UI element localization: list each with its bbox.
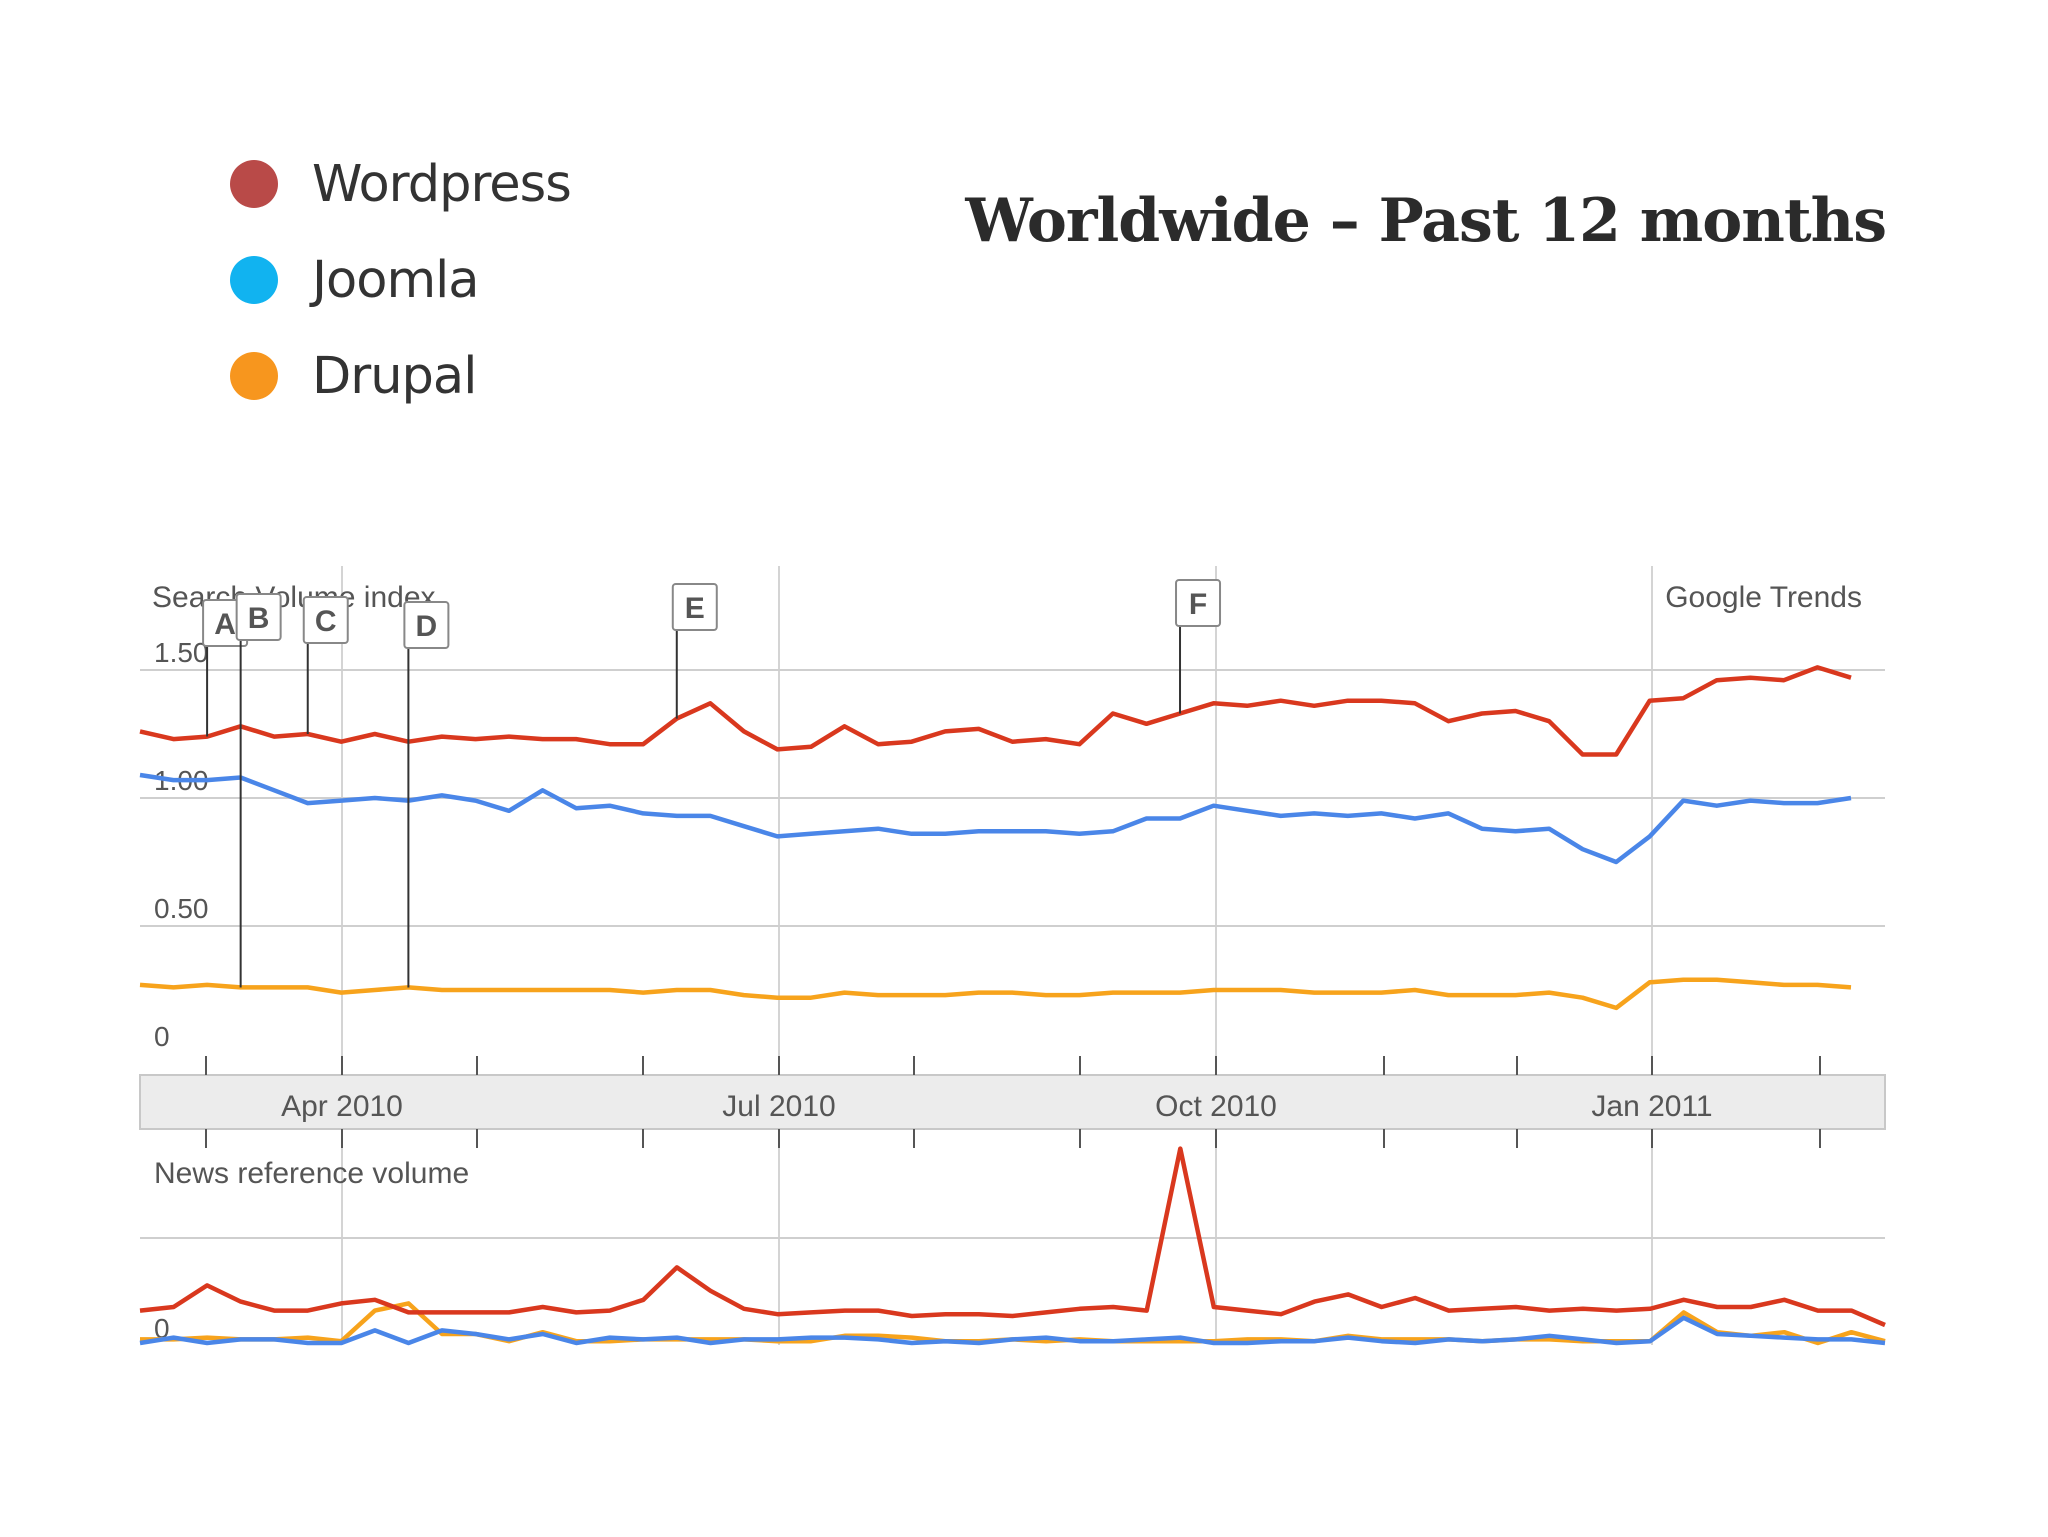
legend-item-drupal: Drupal	[230, 328, 571, 424]
series-line-drupal	[139, 977, 1852, 1011]
legend-label-drupal: Drupal	[312, 346, 477, 406]
x-axis-band	[139, 1074, 1886, 1130]
main-chart-title: Search Volume index	[152, 581, 436, 614]
annotation-flag	[302, 596, 349, 644]
legend-dot-joomla	[230, 256, 278, 304]
x-tick-label: Apr 2010	[281, 1090, 403, 1123]
annotation-flag	[1175, 579, 1222, 627]
legend-label-wordpress: Wordpress	[312, 154, 572, 214]
y-tick-label: 0	[154, 1021, 170, 1052]
news-chart-title: News reference volume	[154, 1157, 469, 1190]
annotation-letter: E	[685, 592, 705, 625]
annotation-flag	[235, 593, 282, 641]
annotation-letter: A	[214, 608, 236, 641]
annotation-letter: D	[416, 610, 438, 643]
page-title: Worldwide – Past 12 months	[965, 186, 1887, 256]
x-tick-label: Jul 2010	[722, 1090, 835, 1123]
legend-dot-drupal	[230, 352, 278, 400]
x-tick-label: Oct 2010	[1155, 1090, 1277, 1123]
legend-dot-wordpress	[230, 160, 278, 208]
series-line-joomla	[139, 772, 1852, 865]
x-tick-label: Jan 2011	[1591, 1090, 1712, 1123]
y-tick-label: 0.50	[154, 893, 209, 924]
annotation-letter: B	[248, 602, 270, 635]
news-series-line-joomla	[139, 1315, 1886, 1346]
annotation-flag	[403, 601, 450, 649]
news-y-tick-label: 0	[154, 1313, 170, 1344]
source-label: Google Trends	[1665, 581, 1862, 614]
legend-label-joomla: Joomla	[312, 250, 480, 310]
annotation-letter: F	[1189, 588, 1207, 621]
annotation-flag	[671, 583, 718, 631]
series-line-wordpress	[139, 665, 1852, 757]
legend-item-wordpress: Wordpress	[230, 136, 572, 232]
legend-item-joomla: Joomla	[230, 232, 571, 328]
y-tick-label: 1.50	[154, 637, 209, 668]
annotation-letter: C	[315, 605, 337, 638]
chart-legend: Wordpress Joomla Drupal	[230, 136, 572, 424]
news-series-line-wordpress	[139, 1146, 1886, 1328]
